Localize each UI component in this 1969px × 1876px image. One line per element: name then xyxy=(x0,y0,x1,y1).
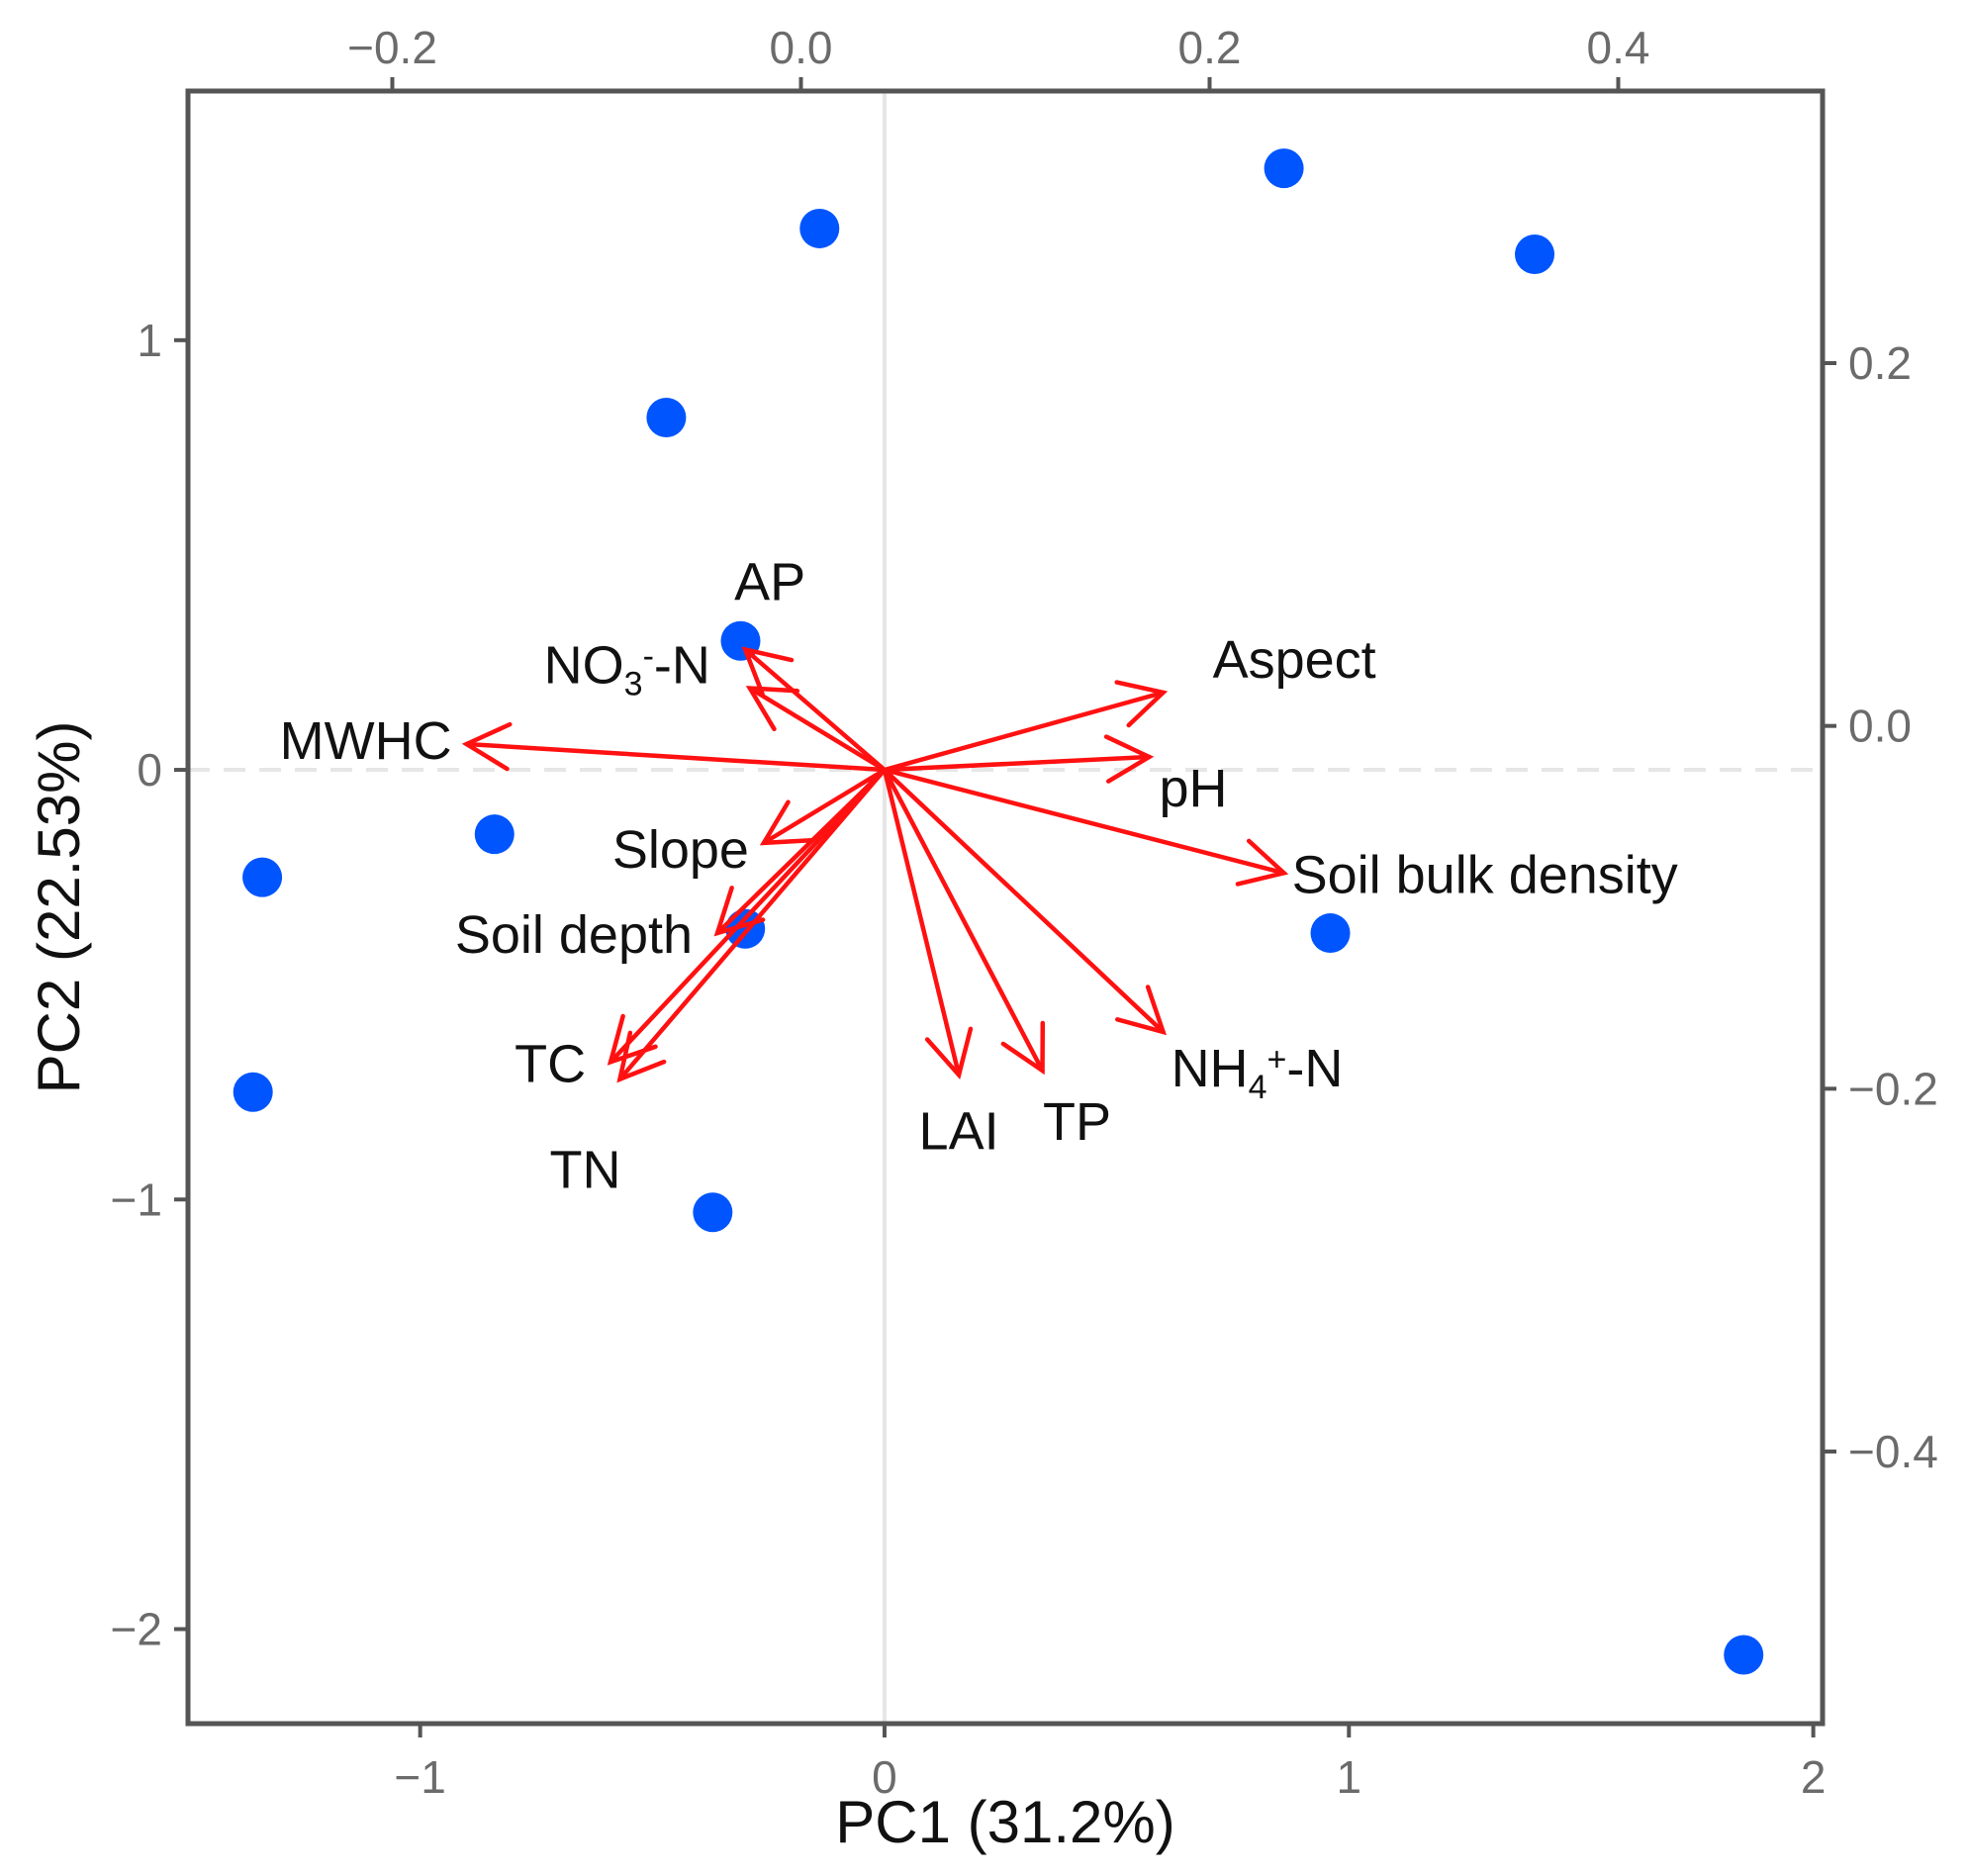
arrow-label: NH4+-N xyxy=(1172,1039,1344,1106)
y-tick-label: 0 xyxy=(137,744,162,796)
reference-lines xyxy=(188,91,1823,1724)
loading-arrow xyxy=(741,646,888,773)
arrow-head xyxy=(741,646,795,697)
arrow-shaft xyxy=(464,741,888,773)
arrow-shaft xyxy=(742,647,888,773)
right-axis-ticks: 0.2 0.0 −0.2 −0.4 xyxy=(1823,337,1938,1477)
loading-arrow xyxy=(882,734,1155,784)
arrow-head xyxy=(759,799,814,846)
arrow-shaft xyxy=(608,767,888,1065)
loading-arrow xyxy=(759,767,888,846)
arrow-head xyxy=(713,886,766,937)
arrow-head xyxy=(616,1030,667,1083)
sample-point xyxy=(233,1072,273,1112)
arrow-shaft xyxy=(882,754,1152,773)
x-tick-label: −1 xyxy=(394,1751,445,1803)
loading-arrow xyxy=(882,767,974,1079)
sample-point xyxy=(1310,913,1351,954)
loading-arrow xyxy=(616,767,888,1083)
right-tick-label: 0.0 xyxy=(1848,701,1912,752)
sample-point xyxy=(474,814,515,855)
x-tick-label: 0 xyxy=(872,1751,897,1803)
left-axis-ticks: −2 −1 0 1 xyxy=(111,315,188,1654)
arrow-head xyxy=(924,1026,974,1079)
arrow-head xyxy=(1115,985,1168,1036)
y-tick-label: 1 xyxy=(137,315,162,366)
x-tick-label: 1 xyxy=(1336,1751,1361,1803)
arrow-shaft xyxy=(882,767,962,1078)
top-tick-label: 0.2 xyxy=(1178,22,1242,73)
arrow-label: TC xyxy=(515,1034,586,1093)
sample-point xyxy=(646,398,687,437)
right-tick-label: −0.2 xyxy=(1848,1063,1938,1114)
plot-frame xyxy=(185,88,1826,1727)
arrow-label: TP xyxy=(1043,1092,1111,1152)
loading-arrow xyxy=(882,767,1168,1036)
arrow-label: MWHC xyxy=(280,711,452,771)
y-tick-label: −1 xyxy=(111,1173,162,1225)
right-tick-label: 0.2 xyxy=(1848,337,1912,389)
loading-arrow xyxy=(461,721,888,773)
arrow-head xyxy=(461,721,513,772)
top-axis-ticks: −0.2 0.0 0.2 0.4 xyxy=(347,22,1649,91)
loading-arrows xyxy=(461,646,1289,1083)
arrow-head xyxy=(1235,838,1289,887)
arrow-head xyxy=(745,686,800,732)
arrow-shaft xyxy=(882,767,1166,1035)
arrow-label: Aspect xyxy=(1213,630,1376,690)
arrow-shaft xyxy=(617,767,888,1081)
arrow-head xyxy=(1103,734,1155,784)
top-tick-label: −0.2 xyxy=(347,22,437,73)
sample-point xyxy=(693,1192,733,1233)
x-tick-label: 2 xyxy=(1801,1751,1827,1803)
x-axis-title: PC1 (31.2%) xyxy=(835,1789,1174,1855)
top-tick-label: 0.4 xyxy=(1587,22,1650,73)
sample-point xyxy=(1264,148,1304,189)
arrow-label: Soil bulk density xyxy=(1292,845,1678,904)
loading-labels: AP NO3--N MWHC Aspect pH Soil bulk density Slo… xyxy=(280,552,1678,1199)
arrow-label: Soil depth xyxy=(455,905,693,965)
sample-point xyxy=(1724,1635,1764,1675)
arrow-shaft xyxy=(761,767,888,846)
arrow-head xyxy=(1114,680,1169,728)
arrow-shaft xyxy=(882,767,1045,1074)
arrow-shaft xyxy=(882,767,1286,876)
loading-arrow xyxy=(882,680,1169,773)
sample-point xyxy=(1515,234,1555,274)
arrow-label: LAI xyxy=(919,1101,999,1161)
top-tick-label: 0.0 xyxy=(770,22,833,73)
loading-arrow xyxy=(882,767,1289,887)
loading-arrow xyxy=(745,686,888,773)
loading-arrow xyxy=(882,767,1046,1076)
sample-point xyxy=(799,208,840,248)
arrow-label: NO3--N xyxy=(544,636,710,704)
sample-point xyxy=(242,857,283,897)
bottom-axis-ticks: −1 0 1 2 xyxy=(394,1724,1826,1803)
y-tick-label: −2 xyxy=(111,1603,162,1654)
right-tick-label: −0.4 xyxy=(1848,1426,1938,1477)
arrow-label: TN xyxy=(549,1141,620,1200)
arrow-shaft xyxy=(747,686,888,773)
y-axis-title: PC2 (22.53%) xyxy=(26,721,92,1094)
arrow-label: AP xyxy=(734,552,805,611)
arrow-label: pH xyxy=(1159,759,1227,818)
arrow-head xyxy=(1000,1020,1046,1076)
arrow-label: Slope xyxy=(612,820,749,880)
arrow-shaft xyxy=(882,690,1166,773)
